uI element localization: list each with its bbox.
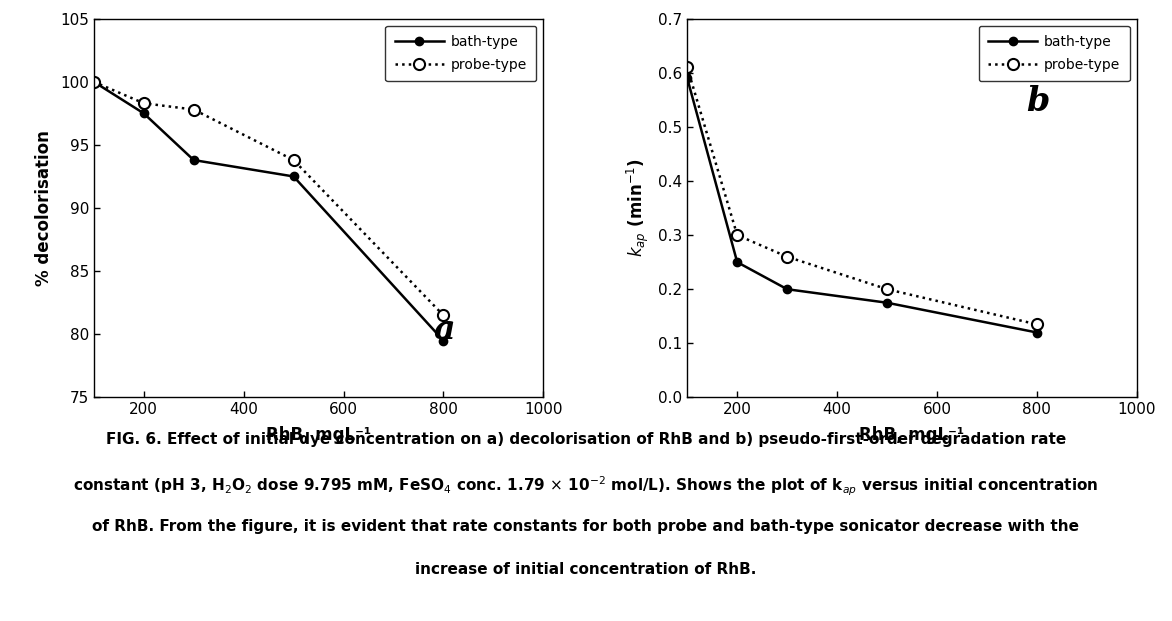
probe-type xyxy=(781,253,795,260)
bath-type xyxy=(880,299,894,307)
Line: probe-type: probe-type xyxy=(88,76,449,321)
Line: probe-type: probe-type xyxy=(682,61,1042,330)
Text: b: b xyxy=(1027,86,1050,119)
Text: increase of initial concentration of RhB.: increase of initial concentration of RhB… xyxy=(415,562,757,577)
bath-type xyxy=(87,78,101,86)
probe-type xyxy=(680,63,694,71)
Legend: bath-type, probe-type: bath-type, probe-type xyxy=(386,25,537,81)
probe-type xyxy=(186,106,200,113)
bath-type xyxy=(680,75,694,82)
bath-type xyxy=(186,156,200,164)
probe-type xyxy=(436,312,450,319)
Line: bath-type: bath-type xyxy=(89,78,448,345)
bath-type xyxy=(730,258,744,266)
probe-type xyxy=(1030,320,1044,328)
Y-axis label: % decolorisation: % decolorisation xyxy=(35,130,53,286)
Text: a: a xyxy=(434,313,455,346)
bath-type xyxy=(781,286,795,293)
probe-type xyxy=(880,286,894,293)
bath-type xyxy=(137,109,151,117)
probe-type xyxy=(730,232,744,239)
Text: of RhB. From the figure, it is evident that rate constants for both probe and ba: of RhB. From the figure, it is evident t… xyxy=(93,519,1079,533)
X-axis label: RhB, mgL⁻¹: RhB, mgL⁻¹ xyxy=(859,425,965,443)
X-axis label: RhB, mgL⁻¹: RhB, mgL⁻¹ xyxy=(266,425,372,443)
bath-type xyxy=(436,337,450,344)
Legend: bath-type, probe-type: bath-type, probe-type xyxy=(979,25,1130,81)
Text: constant (pH 3, H$_2$O$_2$ dose 9.795 mM, FeSO$_4$ conc. 1.79 $\times$ 10$^{-2}$: constant (pH 3, H$_2$O$_2$ dose 9.795 mM… xyxy=(74,475,1098,499)
Text: FIG. 6. Effect of initial dye concentration on a) decolorisation of RhB and b) p: FIG. 6. Effect of initial dye concentrat… xyxy=(105,432,1067,446)
bath-type xyxy=(286,173,300,180)
probe-type xyxy=(87,78,101,86)
bath-type xyxy=(1030,329,1044,336)
Y-axis label: $k_{ap}$ (min$^{-1}$): $k_{ap}$ (min$^{-1}$) xyxy=(625,158,652,258)
probe-type xyxy=(286,156,300,164)
Line: bath-type: bath-type xyxy=(683,74,1041,337)
probe-type xyxy=(137,99,151,107)
